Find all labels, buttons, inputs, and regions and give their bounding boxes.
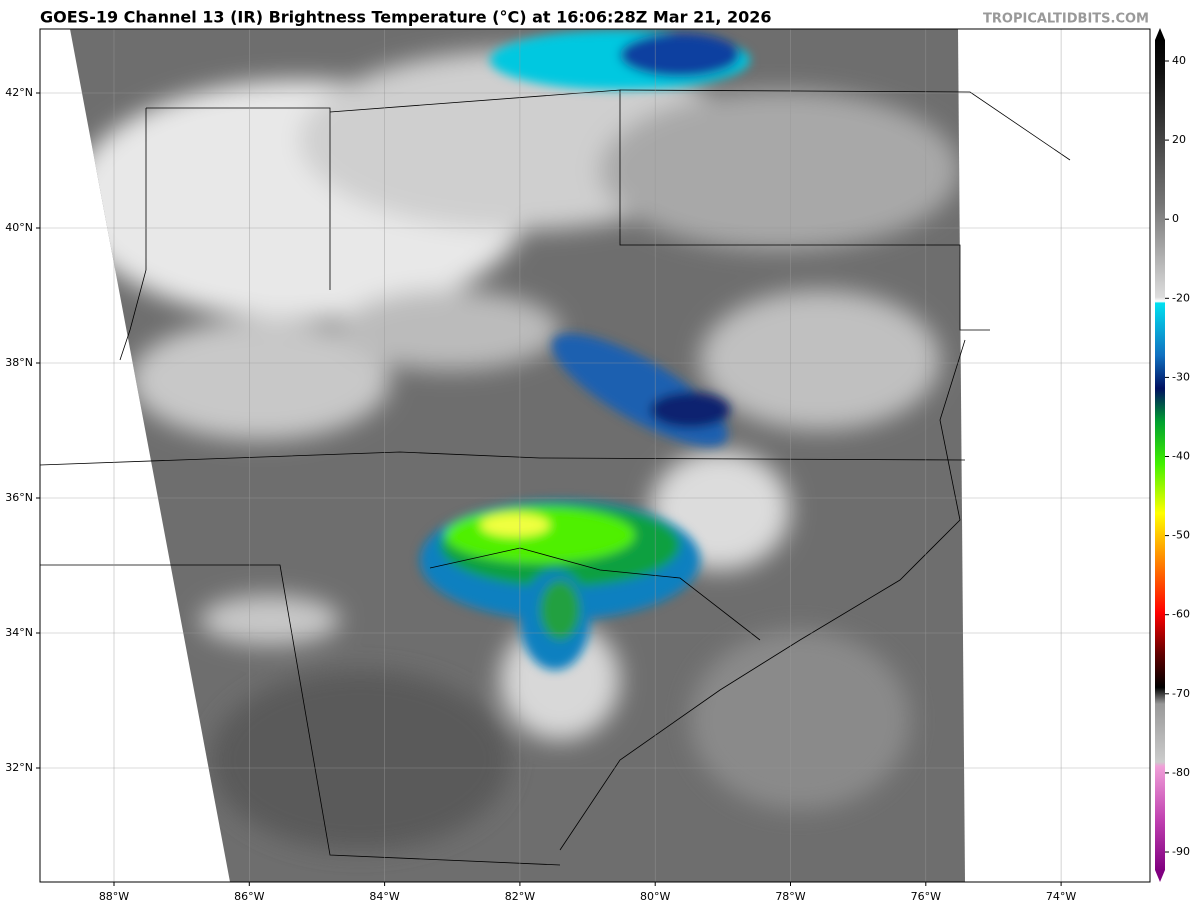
colorbar-label: 40	[1172, 54, 1186, 67]
colorbar-cap	[1155, 870, 1165, 882]
lat-label: 42°N	[5, 86, 33, 99]
title: GOES-19 Channel 13 (IR) Brightness Tempe…	[40, 8, 772, 27]
map-frame	[39, 28, 1151, 883]
colorbar	[1155, 40, 1165, 870]
colorbar-label: -60	[1172, 608, 1190, 621]
lon-label: 84°W	[369, 890, 399, 903]
colorbar-cap	[1155, 28, 1165, 40]
lon-label: 82°W	[505, 890, 535, 903]
lat-label: 32°N	[5, 761, 33, 774]
lon-label: 78°W	[775, 890, 805, 903]
lat-label: 40°N	[5, 221, 33, 234]
lon-label: 74°W	[1046, 890, 1076, 903]
lon-label: 76°W	[911, 890, 941, 903]
colorbar-label: -30	[1172, 370, 1190, 383]
lat-label: 38°N	[5, 356, 33, 369]
colorbar-label: -70	[1172, 687, 1190, 700]
credit: TROPICALTIDBITS.COM	[983, 12, 1149, 27]
lon-label: 86°W	[234, 890, 264, 903]
lat-label: 34°N	[5, 626, 33, 639]
colorbar-label: 20	[1172, 133, 1186, 146]
colorbar-label: -80	[1172, 766, 1190, 779]
colorbar-label: -20	[1172, 291, 1190, 304]
lon-label: 80°W	[640, 890, 670, 903]
colorbar-label: -40	[1172, 450, 1190, 463]
colorbar-label: 0	[1172, 212, 1179, 225]
labels: 42°N 40°N 38°N 36°N 34°N 32°N 88°W 86°W 84°W 82°W…	[5, 54, 1190, 903]
colorbar-label: -50	[1172, 529, 1190, 542]
graticule	[40, 29, 1150, 882]
colorbar-label: -90	[1172, 845, 1190, 858]
lon-label: 88°W	[99, 890, 129, 903]
lat-label: 36°N	[5, 491, 33, 504]
satellite-image	[39, 29, 1150, 882]
